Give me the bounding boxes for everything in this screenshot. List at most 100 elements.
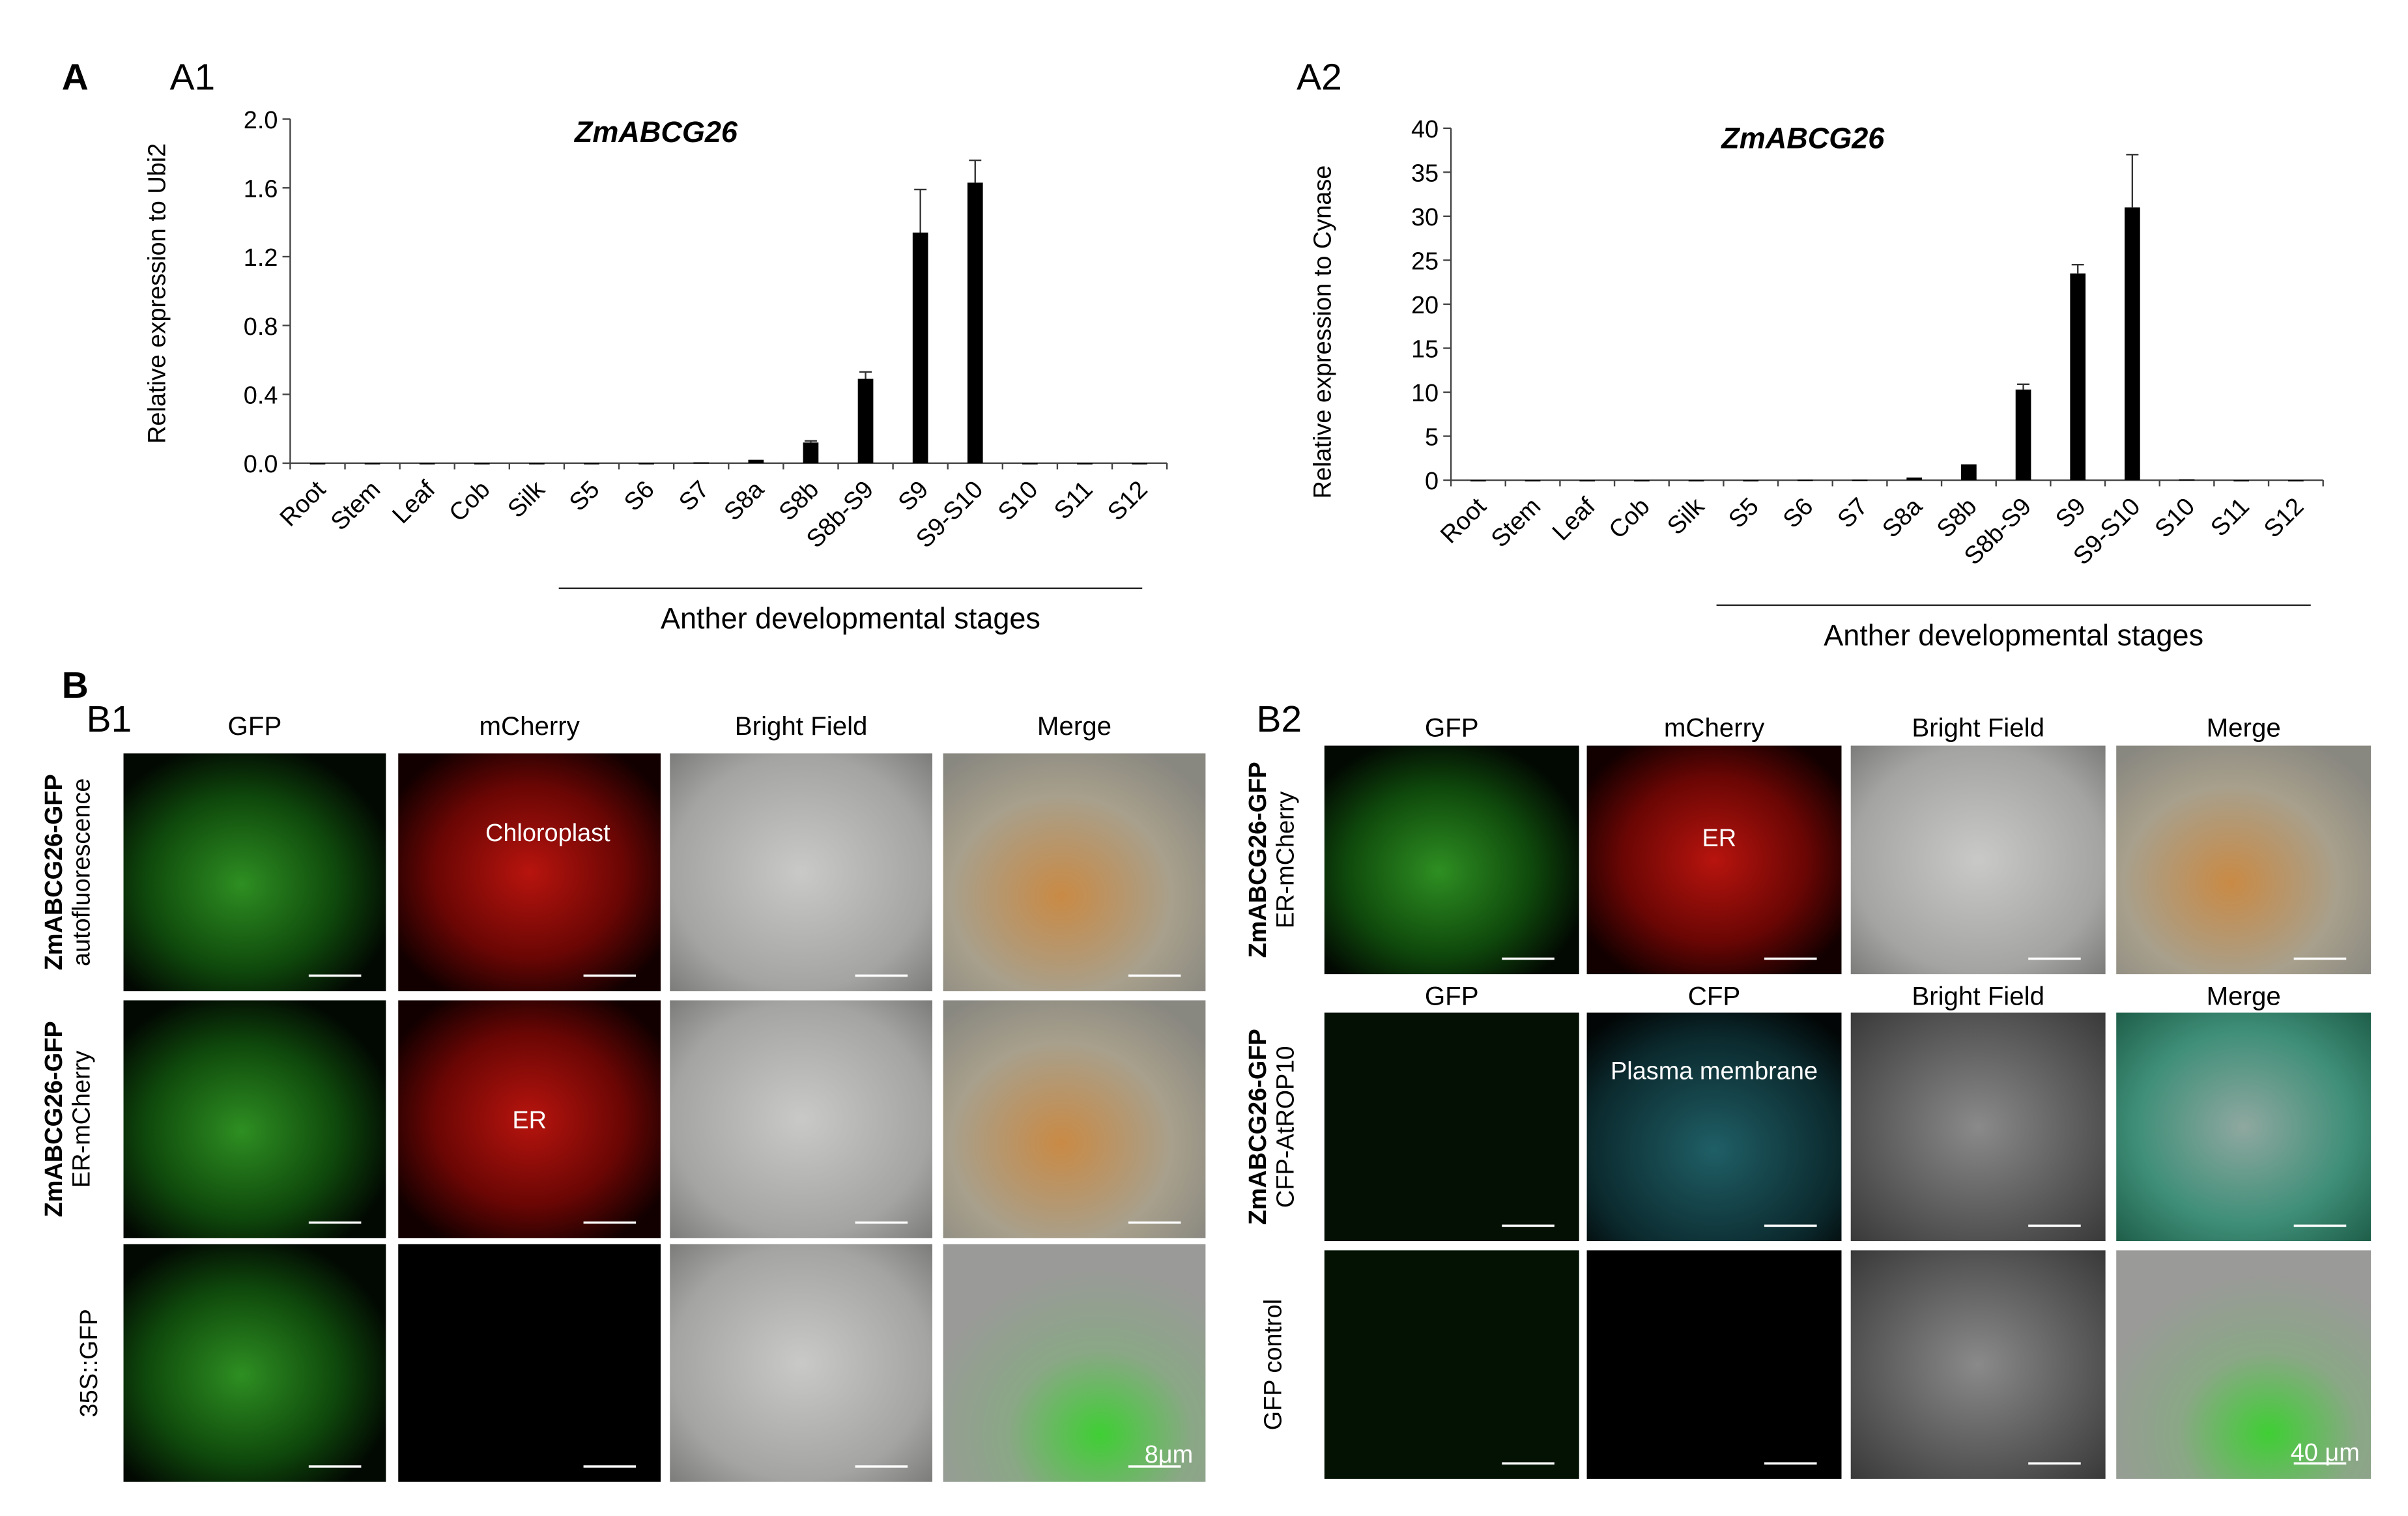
y-tick-label: 40: [1411, 116, 1439, 143]
bar: [1906, 477, 1923, 481]
bar: [1852, 479, 1868, 481]
y-tick-label: 1.2: [244, 244, 278, 272]
chart-title: ZmABCG26: [1720, 122, 1885, 155]
bar: [2015, 389, 2031, 481]
panel-label: A1: [170, 57, 216, 98]
row-label: CFP-AtROP10: [1272, 1046, 1299, 1208]
image-annotation: Plasma membrane: [1611, 1057, 1818, 1085]
micrograph: [943, 1244, 1206, 1482]
image-annotation: 8μm: [1145, 1441, 1193, 1468]
x-tick-label: S9: [2050, 493, 2091, 533]
x-tick-label: S8a: [1877, 493, 1928, 543]
x-tick-label: S5: [564, 476, 605, 516]
column-header: GFP: [228, 711, 282, 741]
bar: [1743, 480, 1759, 481]
x-tick-label: Stem: [1486, 493, 1546, 552]
micrograph: [398, 1000, 661, 1238]
micrograph: [1586, 1012, 1842, 1242]
x-tick-label: S5: [1723, 493, 1764, 533]
y-tick-label: 15: [1411, 336, 1439, 364]
row-label: GFP control: [1259, 1299, 1287, 1430]
column-header: Bright Field: [735, 711, 868, 741]
row-label: ZmABCG26-GFP: [40, 1021, 68, 1217]
micrograph: [1324, 1012, 1579, 1242]
bar: [2233, 480, 2250, 481]
y-axis-label: Relative expression to Ubi2: [144, 143, 171, 444]
micrograph: [1850, 1250, 2106, 1479]
x-tick-label: Silk: [1662, 493, 1710, 540]
bar: [912, 232, 928, 463]
y-axis-label: Relative expression to Cynase: [1309, 165, 1336, 499]
bar: [857, 379, 874, 463]
column-header: Merge: [1037, 711, 1111, 741]
x-tick-label: S11: [2205, 493, 2254, 541]
row-label: ZmABCG26-GFP: [40, 774, 68, 970]
x-tick-label: S8a: [719, 476, 770, 526]
micrograph: [670, 1244, 933, 1482]
row-label: ER-mCherry: [68, 1051, 95, 1188]
column-header: Bright Field: [1912, 713, 2044, 742]
x-tick-label: Leaf: [387, 476, 440, 529]
section-label: A: [62, 57, 89, 98]
x-tick-label: S12: [2259, 493, 2309, 543]
bar: [529, 463, 545, 465]
bar: [967, 182, 983, 463]
bar: [364, 463, 380, 465]
bar: [474, 463, 490, 465]
micrograph: [398, 753, 661, 992]
x-tick-label: S10: [2150, 493, 2200, 543]
group-label: Anther developmental stages: [661, 601, 1040, 635]
micrograph: [1324, 1250, 1579, 1479]
y-tick-label: 0: [1425, 468, 1439, 495]
bar: [803, 442, 819, 463]
micrograph: [1586, 1250, 1842, 1479]
bar: [419, 463, 435, 465]
column-header: GFP: [1425, 982, 1479, 1011]
y-tick-label: 1.6: [244, 176, 278, 203]
bar: [309, 463, 326, 465]
column-header: CFP: [1688, 982, 1741, 1011]
micrograph: [670, 1000, 933, 1238]
x-tick-label: Cob: [444, 476, 496, 527]
row-label: ZmABCG26-GFP: [1244, 762, 1272, 958]
column-header: Merge: [2207, 713, 2281, 742]
micrograph: [2116, 1012, 2372, 1242]
micrograph: [1324, 745, 1579, 975]
x-tick-label: S6: [1778, 493, 1818, 533]
bar: [2125, 207, 2140, 481]
bar: [1470, 480, 1486, 481]
y-tick-label: 0.8: [244, 313, 278, 341]
bar: [2288, 480, 2304, 481]
x-tick-label: Cob: [1604, 493, 1656, 544]
x-tick-label: Leaf: [1547, 493, 1601, 546]
micrograph: [398, 1244, 661, 1482]
image-annotation: 40 μm: [2291, 1439, 2360, 1466]
row-label: 35S::GFP: [76, 1309, 103, 1417]
micrograph: [1850, 1012, 2106, 1242]
bar: [2070, 273, 2086, 481]
x-tick-label: Root: [275, 476, 332, 532]
bar: [1022, 463, 1038, 465]
column-header: GFP: [1425, 713, 1479, 742]
y-tick-label: 0.4: [244, 382, 278, 410]
panel-label: A2: [1297, 57, 1342, 98]
bar: [584, 463, 599, 465]
bar: [1132, 463, 1147, 465]
bar: [1688, 480, 1704, 481]
micrograph: [670, 753, 933, 992]
micrograph: [1850, 745, 2106, 975]
row-label: ER-mCherry: [1272, 792, 1299, 929]
micrograph: [2116, 745, 2372, 975]
column-header: Bright Field: [1912, 982, 2044, 1011]
bar: [693, 462, 710, 464]
y-tick-label: 20: [1411, 292, 1439, 319]
row-label: ZmABCG26-GFP: [1244, 1029, 1272, 1225]
bar: [748, 459, 764, 463]
column-header: mCherry: [479, 711, 580, 741]
chart-title: ZmABCG26: [573, 115, 738, 149]
y-tick-label: 2.0: [244, 107, 278, 134]
bar: [638, 463, 654, 465]
x-tick-label: S7: [674, 476, 714, 516]
group-label: Anther developmental stages: [1824, 619, 2203, 652]
